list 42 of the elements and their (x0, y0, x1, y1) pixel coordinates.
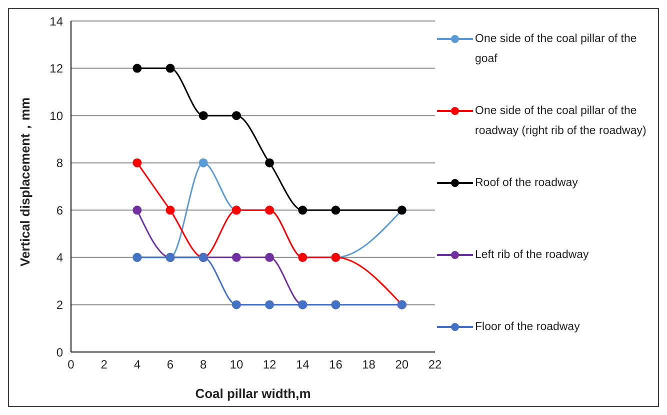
legend-label: Floor of the roadway (475, 320, 580, 335)
y-tick-label: 14 (50, 14, 64, 28)
y-tick-label: 4 (56, 250, 64, 265)
x-tick-label: 8 (200, 358, 208, 372)
x-tick-label: 10 (230, 358, 244, 372)
x-tick-label: 12 (262, 358, 277, 372)
y-tick-label: 12 (50, 62, 64, 76)
point (265, 252, 274, 262)
x-tick-label: 2 (100, 358, 108, 372)
point (232, 300, 241, 310)
point (166, 206, 175, 215)
x-tick-label: 20 (395, 358, 409, 372)
y-tick-label: 6 (56, 203, 64, 218)
point (298, 206, 308, 215)
x-tick-label: 6 (166, 358, 174, 372)
point (265, 300, 274, 310)
point (166, 64, 175, 73)
point (198, 158, 208, 168)
point (132, 206, 142, 215)
point (132, 158, 142, 168)
x-tick-label: 0 (68, 358, 75, 372)
point (331, 206, 340, 215)
y-tick-label: 2 (56, 298, 64, 312)
y-tick-label: 10 (50, 108, 64, 123)
legend-label: Roof of the roadway (475, 176, 578, 191)
legend-label: One side of the coal pillar of the goaf (475, 32, 638, 67)
point (232, 252, 241, 262)
point (265, 158, 274, 168)
point (198, 111, 208, 120)
x-tick-label: 22 (428, 358, 442, 372)
legend-label: One side of the coal pillar of the roadway (right rib of the roadway) (475, 104, 648, 139)
x-axis-title: Coal pillar width,m (195, 386, 311, 401)
x-tick-label: 18 (362, 358, 376, 372)
x-tick-label: 14 (296, 358, 310, 372)
y-axis-title: Vertical displacement，mm (18, 97, 33, 266)
legend-label: Left rib of the roadway (475, 248, 589, 263)
y-tick-label: 8 (56, 156, 64, 170)
point (232, 111, 241, 120)
point (132, 64, 142, 73)
x-tick-label: 4 (134, 358, 141, 372)
y-tick-label: 0 (56, 345, 64, 360)
x-tick-label: 16 (329, 358, 343, 372)
